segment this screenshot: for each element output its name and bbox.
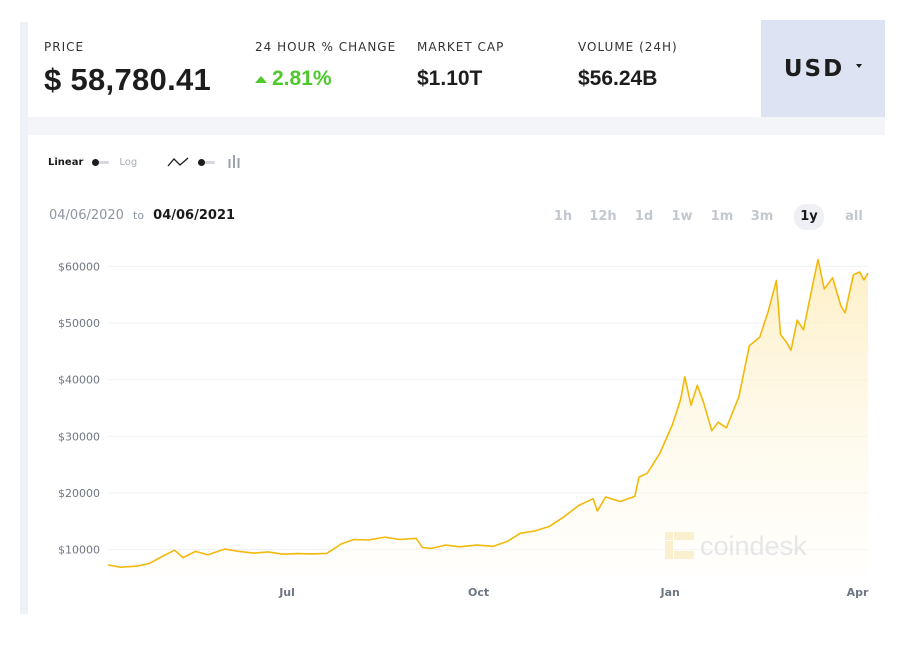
x-tick-label: Jul bbox=[278, 586, 295, 599]
chart-type-toggle-knob bbox=[198, 159, 206, 166]
stats-bar: PRICE $ 58,780.41 24 HOUR % CHANGE 2.81%… bbox=[28, 22, 761, 117]
linear-label[interactable]: Linear bbox=[48, 156, 84, 168]
range-selector: 1h 12h 1d 1w 1m 3m 1y all bbox=[548, 204, 874, 230]
x-tick-label: Jan bbox=[660, 586, 680, 599]
y-axis: $10000 $20000 $30000 $40000 $50000 $60000 bbox=[58, 260, 100, 556]
change-value: 2.81% bbox=[272, 67, 332, 90]
y-tick-label: $20000 bbox=[58, 487, 100, 500]
price-label: PRICE bbox=[44, 40, 85, 54]
y-tick-label: $40000 bbox=[58, 374, 100, 387]
scale-toggle[interactable] bbox=[92, 159, 110, 166]
chart-toolbar: Linear Log bbox=[48, 150, 241, 174]
range-12h[interactable]: 12h bbox=[589, 209, 617, 224]
y-tick-label: $50000 bbox=[58, 317, 100, 330]
y-tick-label: $30000 bbox=[58, 430, 100, 443]
x-tick-label: Apr bbox=[847, 586, 869, 599]
range-3m[interactable]: 3m bbox=[750, 209, 774, 224]
currency-selector[interactable]: USD bbox=[761, 20, 885, 117]
price-line bbox=[107, 258, 869, 568]
range-1d[interactable]: 1d bbox=[634, 209, 654, 224]
log-label[interactable]: Log bbox=[119, 156, 138, 168]
x-axis: Jul Oct Jan Apr bbox=[278, 586, 869, 599]
volume-value: $56.24B bbox=[578, 67, 658, 90]
price-value: $ 58,780.41 bbox=[44, 62, 212, 97]
change-value-wrap: 2.81% bbox=[255, 67, 332, 91]
volume-label: VOLUME (24H) bbox=[578, 40, 678, 54]
market-cap-value: $1.10T bbox=[417, 67, 483, 90]
scale-toggle-knob bbox=[92, 159, 100, 166]
range-1y[interactable]: 1y bbox=[794, 204, 824, 230]
range-1m[interactable]: 1m bbox=[710, 209, 734, 224]
price-area-fill bbox=[108, 259, 868, 578]
range-1w[interactable]: 1w bbox=[671, 209, 693, 224]
y-tick-label: $60000 bbox=[58, 260, 100, 273]
line-chart-icon[interactable] bbox=[167, 155, 189, 169]
left-rule bbox=[20, 22, 28, 614]
market-cap-label: MARKET CAP bbox=[417, 40, 505, 54]
range-all[interactable]: all bbox=[845, 209, 863, 224]
up-arrow-icon bbox=[255, 75, 267, 83]
y-tick-label: $10000 bbox=[58, 544, 100, 557]
scale-toggle-track bbox=[96, 161, 110, 164]
x-tick-label: Oct bbox=[468, 586, 489, 599]
change-label: 24 HOUR % CHANGE bbox=[255, 40, 397, 54]
currency-label: USD bbox=[783, 55, 845, 82]
candlestick-icon[interactable] bbox=[227, 154, 241, 170]
date-range: 04/06/2020 to 04/06/2021 bbox=[49, 204, 235, 223]
date-range-to: to bbox=[133, 209, 145, 222]
chart-type-toggle[interactable] bbox=[198, 159, 216, 166]
date-range-end: 04/06/2021 bbox=[153, 208, 236, 223]
caret-down-icon bbox=[856, 63, 863, 68]
chart-type-toggle-track bbox=[202, 161, 216, 164]
date-range-start: 04/06/2020 bbox=[49, 208, 124, 223]
range-1h[interactable]: 1h bbox=[553, 209, 573, 224]
